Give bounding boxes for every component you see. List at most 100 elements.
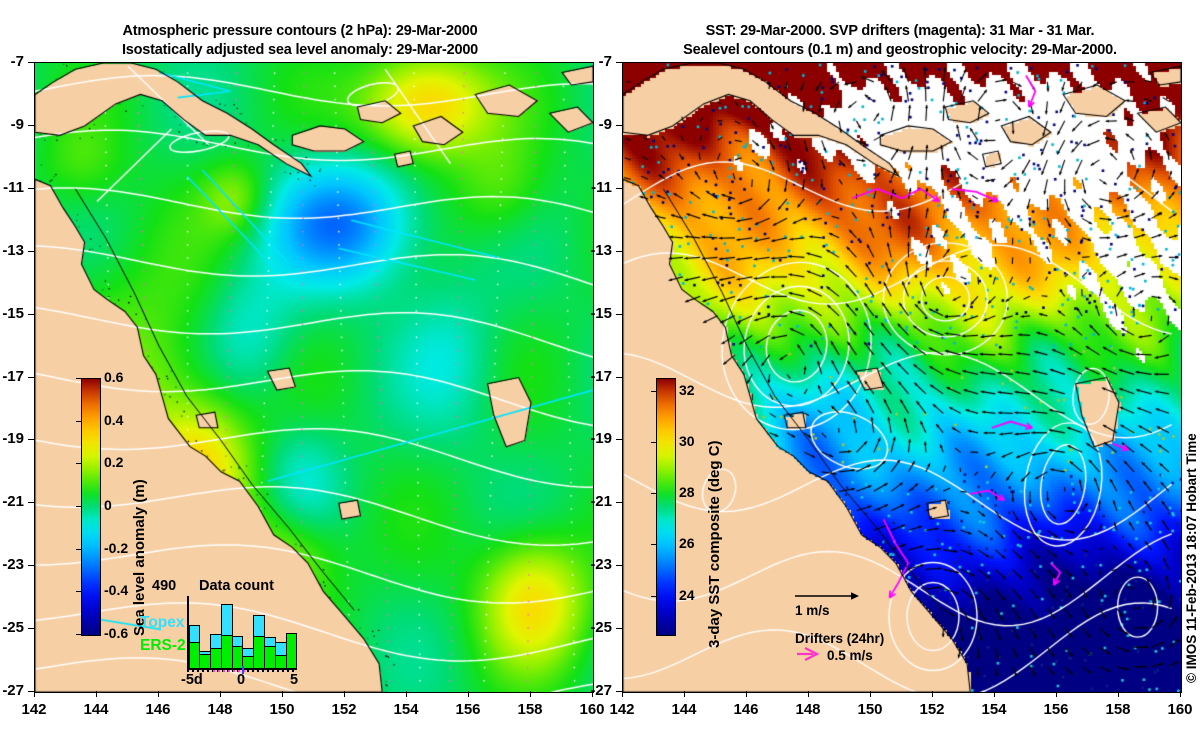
y-tick — [616, 376, 622, 378]
y-tick-label--7: -7 — [10, 53, 24, 70]
inset-zero-marker — [242, 666, 244, 674]
inset-bar-topex — [210, 634, 222, 650]
x-tick — [622, 691, 623, 697]
sla-colorbar-tick-label-0: 0 — [104, 497, 112, 513]
y-tick — [28, 62, 34, 63]
inset-bar-ers2 — [274, 655, 287, 669]
sla-colorbar-tick — [76, 548, 81, 550]
sst-colorbar-tick — [651, 442, 656, 443]
y-tick — [616, 439, 622, 441]
inset-y-axis — [187, 596, 189, 668]
x-tick — [746, 691, 747, 697]
inset-bar-ers2 — [231, 646, 244, 669]
y-tick-label--19: -19 — [590, 430, 612, 448]
y-tick-label--13: -13 — [2, 241, 24, 259]
x-tick-label-146: 146 — [145, 701, 171, 718]
x-tick-label-152: 152 — [919, 701, 945, 718]
legend-topex: Topex — [140, 614, 185, 631]
y-tick-label--11: -11 — [3, 178, 24, 196]
inset-bar-ers2 — [220, 634, 233, 670]
y-tick — [28, 187, 34, 189]
sst-colorbar-tick-label-30: 30 — [679, 433, 695, 449]
y-tick-label--21: -21 — [590, 493, 612, 511]
velocity-scale-arrow-icon — [795, 592, 859, 600]
velocity-scale-label: 1 m/s — [795, 603, 830, 618]
y-tick-label--13: -13 — [590, 241, 612, 259]
sst-colorbar-tick — [651, 390, 656, 392]
inset-bar-ers2 — [242, 656, 255, 669]
sla-colorbar[interactable] — [81, 378, 101, 636]
copyright-label: © IMOS 11-Feb-2013 18:07 Hobart Time — [1184, 433, 1199, 683]
x-tick-label-158: 158 — [1105, 701, 1131, 718]
y-tick — [28, 628, 34, 630]
x-tick — [870, 691, 871, 697]
y-tick-label--11: -11 — [591, 178, 612, 196]
sla-colorbar-tick-label--0.2: -0.2 — [104, 539, 129, 556]
x-tick — [96, 691, 97, 697]
y-tick — [28, 250, 34, 252]
right-title-line2: Sealevel contours (0.1 m) and geostrophi… — [683, 42, 1117, 58]
sst-colorbar-tick — [651, 493, 656, 495]
y-tick — [616, 187, 622, 189]
y-tick-label--17: -17 — [2, 367, 24, 385]
inset-xlabel-left: -5d — [181, 672, 203, 688]
x-tick — [468, 691, 469, 697]
sea-level-anomaly-map[interactable] — [34, 62, 594, 693]
x-tick — [282, 691, 283, 697]
y-tick — [616, 250, 622, 252]
x-tick — [994, 691, 995, 697]
inset-bar — [242, 647, 255, 669]
sst-map[interactable] — [622, 62, 1182, 693]
velocity-legend: 1 m/s Drifters (24hr) 0.5 m/s — [795, 590, 945, 663]
x-tick — [406, 691, 407, 697]
x-tick — [1180, 691, 1181, 697]
y-tick — [616, 565, 622, 567]
inset-bar-topex — [199, 651, 212, 657]
sla-colorbar-tick — [76, 506, 81, 507]
sla-colorbar-tick — [76, 378, 81, 379]
sla-colorbar-tick-label-0.2: 0.2 — [104, 454, 124, 471]
inset-bar — [220, 603, 233, 670]
y-tick-label--21: -21 — [2, 493, 24, 511]
x-tick — [34, 691, 35, 697]
inset-magenta-baseline — [213, 670, 245, 672]
x-tick-label-144: 144 — [671, 701, 697, 718]
data-count-title: Data count — [199, 578, 274, 594]
y-tick — [616, 124, 622, 126]
inset-bar-topex — [274, 641, 287, 658]
x-tick — [1056, 691, 1057, 697]
x-tick — [530, 691, 531, 697]
drifter-speed-label: 0.5 m/s — [827, 648, 873, 663]
y-tick-label--23: -23 — [590, 556, 612, 574]
data-count-inset[interactable]: Data count -5d 0 5 — [181, 578, 300, 688]
inset-bar — [285, 632, 298, 670]
sla-colorbar-tick — [76, 463, 81, 465]
left-title-line1: Atmospheric pressure contours (2 hPa): 2… — [122, 23, 478, 39]
x-tick-label-144: 144 — [83, 701, 109, 718]
x-tick — [684, 691, 685, 697]
y-tick — [28, 376, 34, 378]
sla-colorbar-tick — [76, 591, 81, 593]
y-tick-label--9: -9 — [10, 115, 24, 133]
y-tick-label--25: -25 — [590, 619, 612, 637]
sst-colorbar-title: 3-day SST composite (deg C) — [706, 440, 723, 648]
inset-bar-topex — [253, 614, 266, 639]
x-tick-label-152: 152 — [331, 701, 357, 718]
x-tick — [344, 691, 345, 697]
x-tick-label-160: 160 — [579, 701, 605, 718]
sla-colorbar-tick-label--0.6: -0.6 — [104, 625, 129, 641]
y-tick — [28, 565, 34, 567]
inset-bar — [231, 635, 244, 669]
sst-colorbar[interactable] — [656, 378, 676, 636]
inset-bar — [253, 614, 266, 669]
x-tick — [1118, 691, 1119, 697]
left-panel-title: Atmospheric pressure contours (2 hPa): 2… — [0, 22, 600, 60]
x-tick — [932, 691, 933, 697]
x-tick-label-148: 148 — [795, 701, 821, 718]
y-tick-label--9: -9 — [598, 115, 612, 133]
sst-colorbar-tick-label-24: 24 — [679, 586, 695, 603]
inset-bar — [264, 637, 276, 670]
y-tick — [616, 502, 622, 504]
inset-bar-ers2 — [285, 632, 298, 670]
y-tick-label--25: -25 — [2, 619, 24, 637]
